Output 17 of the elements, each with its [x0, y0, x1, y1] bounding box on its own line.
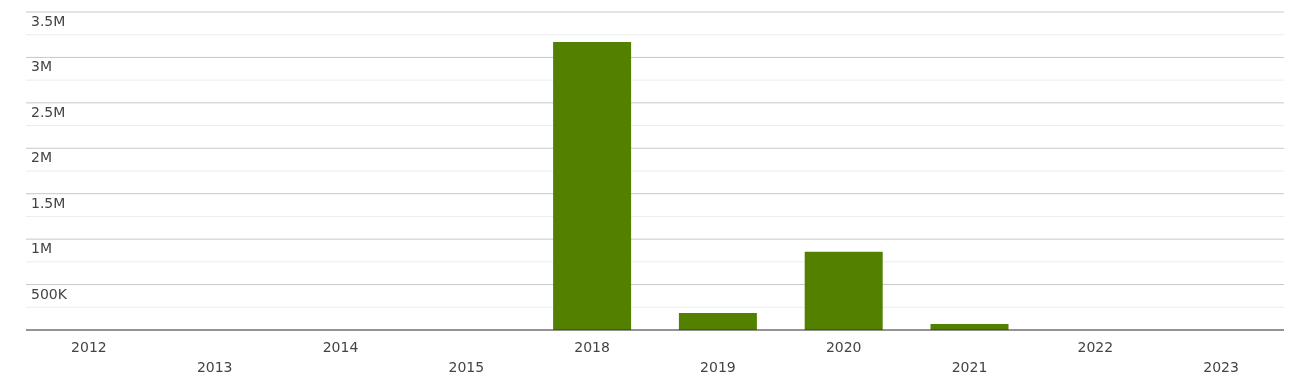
y-tick-label: 3M: [31, 58, 52, 75]
x-tick-label: 2023: [1203, 359, 1239, 375]
x-tick-label: 2020: [825, 339, 862, 355]
x-tick-label: 2018: [574, 339, 610, 355]
y-tick-label: 2.5M: [31, 103, 66, 120]
y-tick-label: 500K: [31, 285, 68, 302]
y-tick-label: 3.5M: [31, 13, 66, 29]
x-tick-label: 2021: [951, 359, 988, 375]
x-tick-label: 2019: [700, 359, 736, 375]
y-tick-label: 1M: [31, 240, 52, 257]
y-tick-label: 2M: [31, 149, 52, 166]
x-tick-label: 2012: [71, 339, 107, 355]
x-tick-label: 2014: [322, 339, 359, 355]
y-tick-label: 1.5M: [31, 194, 66, 211]
x-tick-label: 2015: [448, 359, 485, 375]
x-tick-label: 2013: [196, 359, 233, 375]
x-tick-label: 2022: [1077, 339, 1114, 355]
